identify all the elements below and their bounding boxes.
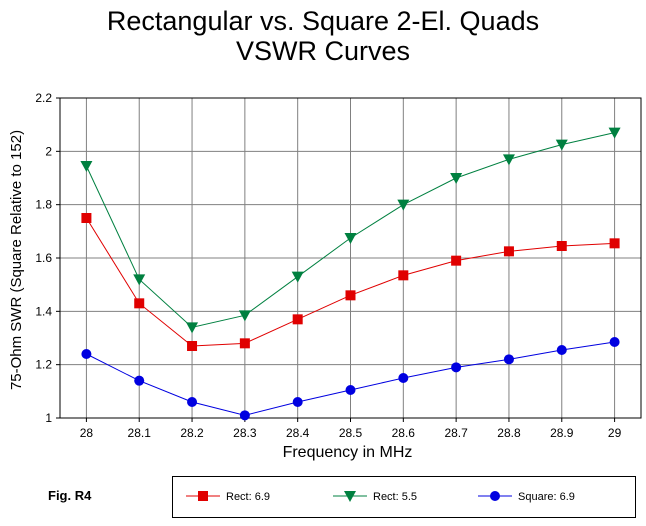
y-tick-label: 1.8 [35,198,52,212]
x-tick-label: 28.9 [550,426,574,440]
data-point-s2 [186,322,199,334]
data-point-s1 [609,238,620,249]
y-tick-label: 2.2 [35,91,52,105]
data-point-s3 [239,410,250,421]
data-point-s2 [555,139,568,151]
data-point-s1 [503,246,514,257]
data-point-s2 [397,199,410,211]
data-point-s1 [451,255,462,266]
y-tick-label: 1.6 [35,251,52,265]
data-point-s3 [503,354,514,365]
data-point-s3 [451,362,462,373]
data-point-s2 [502,154,515,166]
x-tick-label: 28.6 [392,426,416,440]
x-tick-label: 28.8 [497,426,521,440]
x-tick-label: 28.5 [339,426,363,440]
data-point-s3 [398,373,409,383]
x-tick-label: 28.1 [128,426,152,440]
x-axis-label: Frequency in MHz [283,444,413,461]
y-tick-label: 1 [45,411,52,425]
data-point-s2 [344,233,357,244]
figure-label: Fig. R4 [48,488,92,503]
data-point-s3 [556,345,567,355]
y-tick-label: 1.2 [35,358,52,372]
data-point-s1 [556,241,567,251]
data-point-s1 [292,314,303,325]
data-point-s2 [80,161,93,172]
x-tick-label: 28.4 [286,426,310,440]
data-point-s1 [187,341,198,351]
chart-title-line-2: VSWR Curves [235,36,411,66]
data-point-s3 [81,349,92,359]
data-point-s2 [238,310,251,322]
chart-title-line-1: Rectangular vs. Square 2-El. Quads [106,6,540,36]
data-point-s2 [291,271,304,283]
data-point-s3 [187,397,198,407]
data-point-s3 [292,397,303,407]
data-point-s1 [345,290,356,301]
y-tick-label: 1.4 [35,304,52,318]
x-tick-label: 28 [80,426,94,440]
y-axis-label: 75-Ohm SWR (Square Relative to 152) [8,130,25,390]
x-tick-label: 28.7 [444,426,468,440]
legend-box [172,476,636,518]
y-tick-label: 2 [45,144,52,158]
data-point-s2 [133,274,146,286]
data-point-s1 [134,298,145,309]
data-point-s3 [609,337,620,347]
data-point-s2 [608,127,621,139]
data-point-s1 [239,338,250,349]
plot-frame [59,97,642,419]
x-tick-label: 28.3 [233,426,257,440]
data-point-s1 [81,213,92,223]
x-tick-label: 28.2 [180,426,204,440]
data-point-s1 [398,270,409,281]
data-point-s3 [134,375,145,386]
data-point-s2 [450,173,463,184]
x-tick-label: 29 [608,426,622,440]
data-point-s3 [345,385,356,395]
